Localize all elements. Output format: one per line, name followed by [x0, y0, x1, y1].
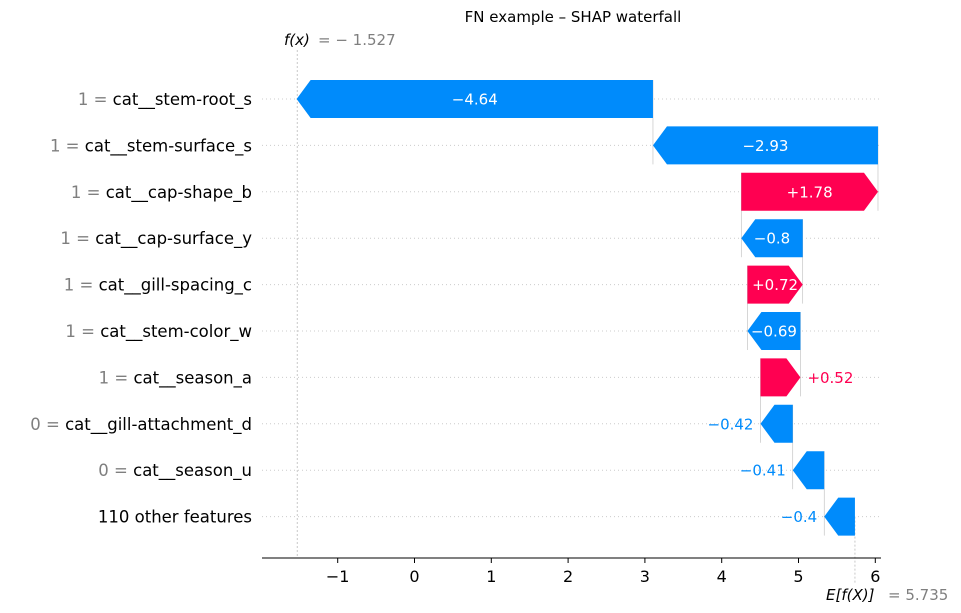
ex-annotation: E[f(X)] = 5.735 [826, 586, 948, 604]
bar-value-label: −4.64 [452, 91, 498, 109]
x-tick-label: 6 [870, 567, 880, 586]
feature-value: 1 = [60, 229, 95, 248]
bar-value-label: −0.42 [708, 415, 754, 433]
waterfall-bar [747, 312, 801, 350]
x-tick-label: 3 [640, 567, 650, 586]
feature-value: 0 = [30, 415, 65, 434]
bar-value-label: +0.52 [807, 369, 853, 387]
feature-name: cat__stem-surface_s [85, 136, 252, 156]
bars-group: −4.64 −2.93 +1.78 −0.8 +0.72 −0.69 +0.52 −0.42 −… [296, 80, 878, 536]
feature-label: 0 = cat__gill-attachment_d [30, 415, 252, 435]
x-tick-label: 4 [717, 567, 727, 586]
x-axis: −1 0 1 2 3 4 5 6 [262, 557, 881, 586]
x-tick-label: 0 [409, 567, 419, 586]
bar-value-label: −0.69 [751, 323, 797, 341]
feature-label: 1 = cat__cap-shape_b [71, 183, 252, 203]
feature-value: 1 = [99, 368, 134, 387]
bar-value-label: −0.41 [740, 462, 786, 480]
feature-value: 1 = [71, 183, 106, 202]
fx-label: f(x) [284, 31, 310, 49]
bar-value-label: −0.4 [781, 508, 817, 526]
feature-name: 110 other features [98, 508, 252, 527]
feature-value: 1 = [78, 90, 113, 109]
ex-label: E[f(X)] [826, 586, 875, 604]
feature-value: 1 = [64, 276, 99, 295]
bar-value-label: +0.72 [752, 276, 798, 294]
bar-value-label: −2.93 [742, 137, 788, 155]
feature-name: cat__stem-color_w [100, 322, 252, 342]
x-tick-label: 1 [486, 567, 496, 586]
waterfall-bar [760, 358, 801, 397]
feature-label: 0 = cat__season_u [98, 461, 252, 481]
fx-value: = − 1.527 [318, 31, 396, 49]
feature-name: cat__stem-root_s [113, 90, 252, 110]
waterfall-bar [747, 265, 803, 304]
feature-labels: 1 = cat__stem-root_s1 = cat__stem-surfac… [30, 90, 252, 527]
feature-name: cat__gill-spacing_c [99, 276, 252, 296]
feature-label: 1 = cat__stem-color_w [65, 322, 252, 342]
ex-value: = 5.735 [888, 586, 948, 604]
waterfall-bar [741, 219, 803, 258]
waterfall-bar [824, 497, 855, 536]
feature-name: cat__cap-surface_y [95, 229, 252, 249]
feature-label: 1 = cat__gill-spacing_c [64, 276, 252, 296]
waterfall-bar [652, 126, 878, 165]
chart-title: FN example – SHAP waterfall [465, 8, 682, 26]
feature-name: cat__season_a [133, 368, 252, 388]
feature-name: cat__season_u [133, 461, 252, 481]
fx-annotation: f(x) = − 1.527 [284, 31, 396, 49]
bar-value-label: −0.8 [754, 230, 790, 248]
waterfall-bar [792, 451, 825, 490]
feature-label: 1 = cat__stem-surface_s [50, 136, 252, 156]
feature-value: 0 = [98, 461, 133, 480]
waterfall-bar [760, 404, 793, 443]
feature-label: 1 = cat__season_a [99, 368, 252, 388]
feature-label: 110 other features [98, 508, 252, 527]
feature-value: 1 = [65, 322, 100, 341]
feature-label: 1 = cat__stem-root_s [78, 90, 252, 110]
feature-label: 1 = cat__cap-surface_y [60, 229, 252, 249]
waterfall-bar [296, 80, 653, 118]
x-tick-label: −1 [326, 567, 350, 586]
x-tick-label: 5 [793, 567, 803, 586]
waterfall-bar [741, 172, 878, 211]
feature-name: cat__gill-attachment_d [65, 415, 252, 435]
x-tick-label: 2 [563, 567, 573, 586]
feature-value: 1 = [50, 136, 85, 155]
bar-value-label: +1.78 [787, 183, 833, 201]
feature-name: cat__cap-shape_b [106, 183, 252, 203]
